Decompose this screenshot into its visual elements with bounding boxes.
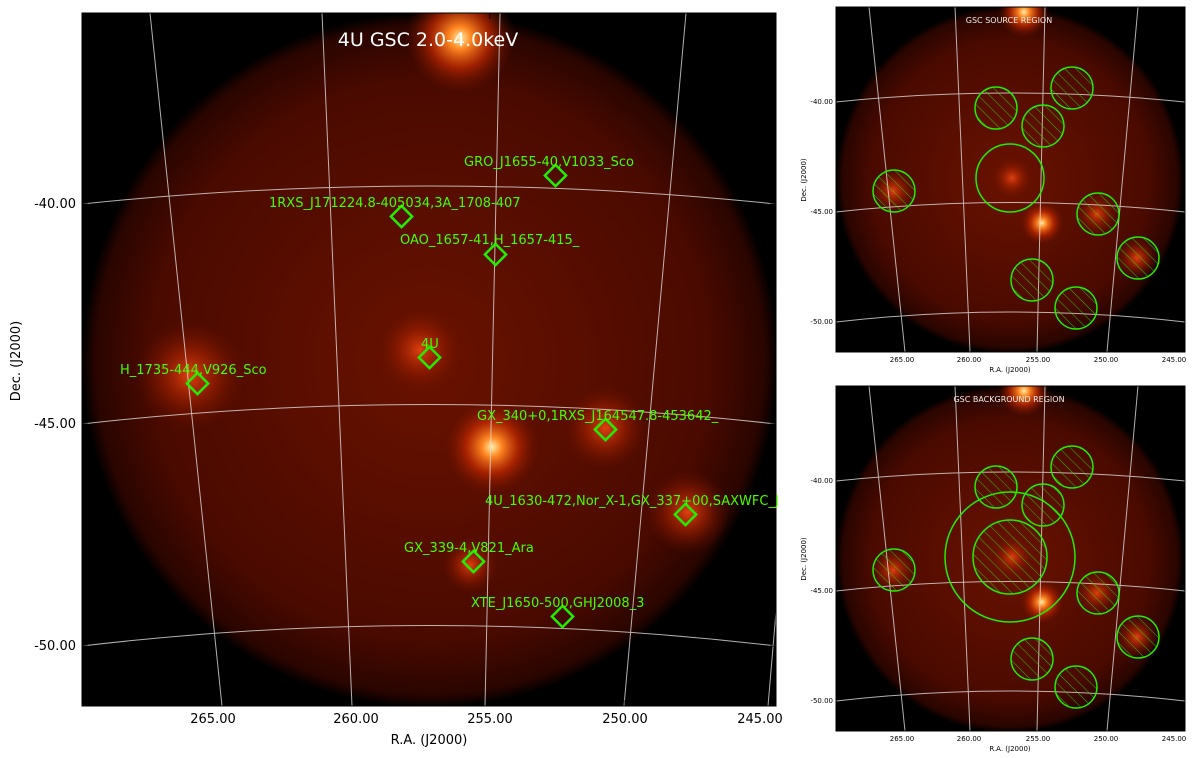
region-circle	[1076, 192, 1120, 236]
source-marker	[673, 502, 698, 527]
source-glow	[442, 537, 498, 593]
source-marker	[185, 371, 210, 396]
source-label: GX_339-4,V821_Ara	[404, 541, 534, 556]
source-region-panel: GSC SOURCE REGION 265.00 260.00 255.00 2…	[800, 6, 1187, 374]
y-tick-label: -50.00	[810, 318, 833, 326]
x-tick-label: 265.00	[190, 712, 236, 727]
main-y-axis-label: Dec. (J2000)	[9, 321, 24, 401]
x-tick-label: 245.00	[1162, 356, 1187, 364]
source-marker	[389, 204, 414, 229]
excluded-regions	[872, 445, 1160, 709]
source-extraction-circle	[975, 143, 1045, 213]
background-x-tick-labels: 265.00 260.00 255.00 250.00 245.00	[890, 735, 1187, 743]
source-glow	[1020, 580, 1064, 624]
source-label: 1RXS_J171224.8-405034,3A_1708-407	[269, 196, 521, 211]
source-label: OAO_1657-41,H_1657-415_	[400, 233, 580, 248]
main-y-tick-labels: -40.00 -45.00 -50.00	[34, 197, 76, 654]
main-title: 4U GSC 2.0-4.0keV	[338, 29, 518, 51]
source-markers	[185, 163, 698, 629]
source-x-axis-label: R.A. (J2000)	[989, 366, 1031, 374]
region-circle	[872, 169, 916, 213]
y-tick-label: -40.00	[810, 477, 833, 485]
source-label: H_1735-444,V926_Sco	[120, 363, 267, 378]
source-glow	[378, 308, 462, 392]
source-regions	[872, 66, 1160, 330]
y-tick-label: -45.00	[810, 587, 833, 595]
x-tick-label: 260.00	[333, 712, 379, 727]
source-marker	[483, 242, 508, 267]
x-tick-label: 260.00	[957, 735, 982, 743]
source-marker	[550, 604, 575, 629]
source-label: XTE_J1650-500,GHJ2008_3	[471, 596, 644, 611]
region-circle	[1050, 445, 1094, 489]
source-glow	[563, 386, 647, 470]
x-tick-label: 250.00	[1094, 735, 1119, 743]
region-circle	[1116, 615, 1160, 659]
region-circle	[972, 519, 1048, 595]
source-label: 4U_1630-472,Nor_X-1,GX_337+00,SAXWFC_J	[485, 494, 779, 509]
x-tick-label: 260.00	[957, 356, 982, 364]
source-y-axis-label: Dec. (J2000)	[800, 158, 808, 202]
x-tick-label: 265.00	[890, 735, 915, 743]
source-labels: GRO_J1655-40,V1033_Sco 1RXS_J171224.8-40…	[120, 155, 779, 611]
source-glow	[992, 158, 1032, 198]
region-circle	[1010, 258, 1054, 302]
source-marker	[543, 163, 568, 188]
x-tick-label: 255.00	[467, 712, 513, 727]
source-glow	[444, 399, 540, 495]
source-panel-title: GSC SOURCE REGION	[966, 16, 1052, 25]
region-circle	[1010, 637, 1054, 681]
main-tick-marks	[82, 13, 776, 706]
x-tick-label: 250.00	[1094, 356, 1119, 364]
region-circle	[974, 465, 1018, 509]
background-y-tick-labels: -40.00 -45.00 -50.00	[810, 477, 833, 705]
x-tick-label: 265.00	[890, 356, 915, 364]
bright-source-glow	[405, 13, 515, 93]
y-tick-label: -50.00	[810, 697, 833, 705]
main-panel: 4U GSC 2.0-4.0keV GRO_J1655-40,V1033_Sco…	[9, 12, 783, 748]
source-x-tick-labels: 265.00 260.00 255.00 250.00 245.00	[890, 356, 1187, 364]
coordinate-grid	[82, 13, 776, 706]
y-tick-label: -45.00	[34, 417, 76, 432]
region-circle	[974, 86, 1018, 130]
region-circle	[1116, 236, 1160, 280]
y-tick-label: -45.00	[810, 208, 833, 216]
x-tick-label: 255.00	[1026, 735, 1051, 743]
y-tick-label: -40.00	[34, 197, 76, 212]
bright-source-glow	[998, 7, 1050, 38]
background-panel-title: GSC BACKGROUND REGION	[953, 395, 1064, 404]
region-circle	[1054, 665, 1098, 709]
main-x-axis-label: R.A. (J2000)	[391, 733, 468, 748]
region-circle	[1054, 286, 1098, 330]
region-circle	[872, 548, 916, 592]
background-region-panel: GSC BACKGROUND REGION 265.00 260.00 255.…	[800, 385, 1187, 753]
region-circle	[1021, 104, 1065, 148]
source-marker	[461, 549, 486, 574]
background-y-axis-label: Dec. (J2000)	[800, 537, 808, 581]
x-tick-label: 245.00	[737, 712, 783, 727]
source-label: 4U	[421, 337, 439, 352]
main-x-tick-labels: 265.00 260.00 255.00 250.00 245.00	[190, 712, 783, 727]
source-label: GRO_J1655-40,V1033_Sco	[464, 155, 634, 170]
region-circle	[1050, 66, 1094, 110]
region-circle	[1021, 483, 1065, 527]
x-tick-label: 255.00	[1026, 356, 1051, 364]
source-marker	[593, 417, 618, 442]
background-x-axis-label: R.A. (J2000)	[989, 745, 1031, 753]
y-tick-label: -50.00	[34, 639, 76, 654]
source-marker	[417, 345, 442, 370]
source-glow	[646, 470, 730, 554]
bright-source-glow	[998, 386, 1050, 417]
y-tick-label: -40.00	[810, 98, 833, 106]
source-label: GX_340+0,1RXS_J164547.8-453642_	[477, 409, 719, 424]
source-y-tick-labels: -40.00 -45.00 -50.00	[810, 98, 833, 326]
source-glow	[135, 320, 245, 430]
region-circle	[1076, 571, 1120, 615]
source-glow	[1020, 201, 1064, 245]
x-tick-label: 245.00	[1162, 735, 1187, 743]
x-tick-label: 250.00	[602, 712, 648, 727]
